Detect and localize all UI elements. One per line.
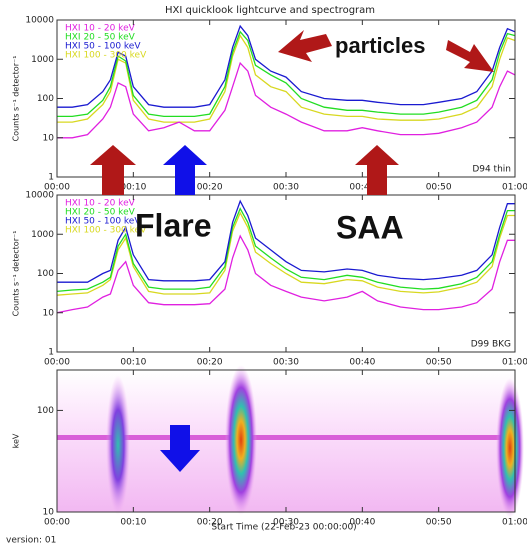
x-tick-label: 01:00 <box>502 183 527 193</box>
x-tick-label: 00:20 <box>197 518 223 528</box>
y-tick-label: 1000 <box>31 55 54 65</box>
x-tick-label: 00:40 <box>349 518 375 528</box>
legend-label: HXI 100 - 300 keV <box>65 51 147 61</box>
series-line <box>57 30 516 118</box>
annotation: Flare <box>135 207 211 243</box>
y-tick-label: 10000 <box>25 16 54 26</box>
red-arrow <box>446 40 494 72</box>
y-axis-label: Counts s⁻¹ detector⁻¹ <box>12 56 21 142</box>
x-tick-label: 00:10 <box>120 358 146 368</box>
legend-label: HXI 20 - 50 keV <box>65 33 136 43</box>
x-tick-label: 00:10 <box>120 183 146 193</box>
series-line <box>56 234 515 314</box>
x-tick-label: 01:00 <box>502 358 527 368</box>
chart-title: HXI quicklook lightcurve and spectrogram <box>165 5 375 16</box>
series-line <box>57 34 516 123</box>
spectrogram-blob <box>496 378 524 518</box>
panel-label: D99 BKG <box>471 340 511 350</box>
y-tick-label: 10 <box>43 508 55 518</box>
y-tick-label: 10000 <box>25 191 54 201</box>
series-line <box>56 211 515 296</box>
x-tick-label: 00:00 <box>44 183 70 193</box>
x-tick-label: 00:50 <box>426 518 452 528</box>
y-tick-label: 100 <box>37 269 54 279</box>
x-tick-label: 00:00 <box>44 518 70 528</box>
series-line <box>57 199 515 283</box>
spectrogram-image <box>57 365 524 518</box>
red-arrow <box>355 145 399 195</box>
y-tick-label: 10 <box>43 133 55 143</box>
red-arrow <box>278 30 332 62</box>
x-tick-label: 00:20 <box>197 183 223 193</box>
y-axis-label: keV <box>12 433 21 448</box>
spectrogram-blob <box>106 375 130 515</box>
spectrogram-blob <box>225 365 257 515</box>
blue-arrow <box>160 425 200 472</box>
y-tick-label: 100 <box>37 406 54 416</box>
legend-label: HXI 10 - 20 keV <box>65 24 136 34</box>
x-tick-label: 00:40 <box>349 358 375 368</box>
x-tick-label: 01:00 <box>502 518 527 528</box>
series-line <box>57 61 516 139</box>
legend-label: HXI 50 - 100 keV <box>65 217 141 227</box>
y-axis-label: Counts s⁻¹ detector⁻¹ <box>12 231 21 317</box>
arrows <box>90 30 494 472</box>
x-tick-label: 00:40 <box>349 183 375 193</box>
x-tick-label: 00:30 <box>273 358 299 368</box>
x-axis-label: Start Time (22-Feb-23 00:00:00) <box>211 523 356 533</box>
panel-label: D94 thin <box>472 165 511 175</box>
x-tick-label: 00:50 <box>426 358 452 368</box>
y-tick-label: 10 <box>43 308 55 318</box>
spectrogram-background <box>57 370 515 512</box>
x-tick-label: 00:20 <box>197 358 223 368</box>
x-tick-label: 00:00 <box>44 358 70 368</box>
x-tick-label: 00:30 <box>273 518 299 528</box>
version: version: 01 <box>6 536 56 546</box>
legend-label: HXI 20 - 50 keV <box>65 208 136 218</box>
x-tick-label: 00:50 <box>426 183 452 193</box>
legend-label: HXI 10 - 20 keV <box>65 199 136 209</box>
y-tick-label: 1 <box>48 173 54 183</box>
annotation: particles <box>335 33 426 58</box>
series-line <box>56 207 515 293</box>
red-arrow <box>90 145 136 195</box>
x-tick-label: 00:10 <box>120 518 146 528</box>
annotation: SAA <box>336 209 404 245</box>
y-tick-label: 1 <box>48 348 54 358</box>
legend-label: HXI 100 - 300 keV <box>65 226 147 236</box>
series-line <box>57 24 516 108</box>
legend-label: HXI 50 - 100 keV <box>65 42 141 52</box>
spectrogram-line <box>57 435 515 440</box>
y-tick-label: 1000 <box>31 230 54 240</box>
x-tick-label: 00:30 <box>273 183 299 193</box>
blue-arrow <box>163 145 207 195</box>
y-tick-label: 100 <box>37 94 54 104</box>
